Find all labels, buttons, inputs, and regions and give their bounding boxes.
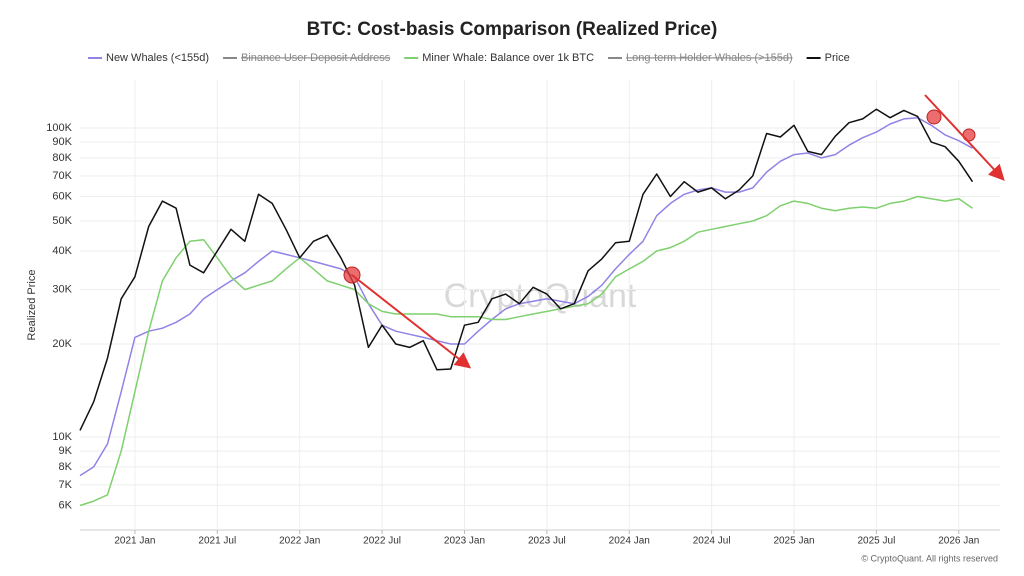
series-line <box>79 195 973 507</box>
legend-label[interactable]: Miner Whale: Balance over 1k BTC <box>422 52 594 64</box>
y-tick-label: 40K <box>52 245 72 257</box>
x-tick-label: 2024 Jan <box>609 536 650 547</box>
x-tick-label: 2024 Jul <box>693 536 731 547</box>
y-tick-label: 50K <box>52 215 72 227</box>
y-tick-label: 60K <box>52 190 72 202</box>
x-tick-label: 2022 Jul <box>363 536 401 547</box>
x-tick-label: 2023 Jul <box>528 536 566 547</box>
footer: © CryptoQuant. All rights reserved <box>861 553 998 563</box>
chart-title: BTC: Cost-basis Comparison (Realized Pri… <box>307 19 718 40</box>
x-tick-label: 2022 Jan <box>279 536 320 547</box>
legend-label[interactable]: New Whales (<155d) <box>106 52 209 64</box>
x-tick-label: 2025 Jul <box>858 536 896 547</box>
y-tick-label: 70K <box>52 170 72 182</box>
x-tick-label: 2025 Jan <box>773 536 814 547</box>
y-tick-label: 6K <box>59 499 73 511</box>
legend-label[interactable]: Long-term Holder Whales (>155d) <box>626 52 793 64</box>
y-tick-label: 20K <box>52 338 72 350</box>
watermark: CryptoQuant <box>444 277 637 315</box>
y-tick-label: 9K <box>59 445 73 457</box>
legend: New Whales (<155d) Binance User Deposit A… <box>88 52 850 64</box>
y-tick-label: 80K <box>52 152 72 164</box>
annotations <box>343 94 1005 369</box>
grid: 6K 7K 8K 9K 10K 20K 30K 40K 50K 60K 70K 80K 90K 100K 2… <box>46 80 1000 547</box>
y-tick-label: 7K <box>59 479 73 491</box>
y-tick-label: 100K <box>46 122 72 134</box>
y-axis-label: Realized Price <box>26 270 38 341</box>
x-tick-label: 2026 Jan <box>938 536 979 547</box>
trend-arrow <box>924 94 1005 181</box>
marker-circle <box>926 109 942 125</box>
legend-label[interactable]: Binance User Deposit Address <box>241 52 391 64</box>
x-tick-label: 2021 Jan <box>114 536 155 547</box>
legend-label[interactable]: Price <box>825 52 850 64</box>
y-tick-label: 8K <box>59 461 73 473</box>
series-line <box>79 116 973 477</box>
trend-arrow <box>351 274 472 369</box>
y-tick-label: 10K <box>52 431 72 443</box>
x-tick-label: 2023 Jan <box>444 536 485 547</box>
lines <box>79 108 974 507</box>
series-line <box>79 108 974 431</box>
y-tick-label: 90K <box>52 136 72 148</box>
x-tick-label: 2021 Jul <box>198 536 236 547</box>
y-tick-label: 30K <box>52 283 72 295</box>
